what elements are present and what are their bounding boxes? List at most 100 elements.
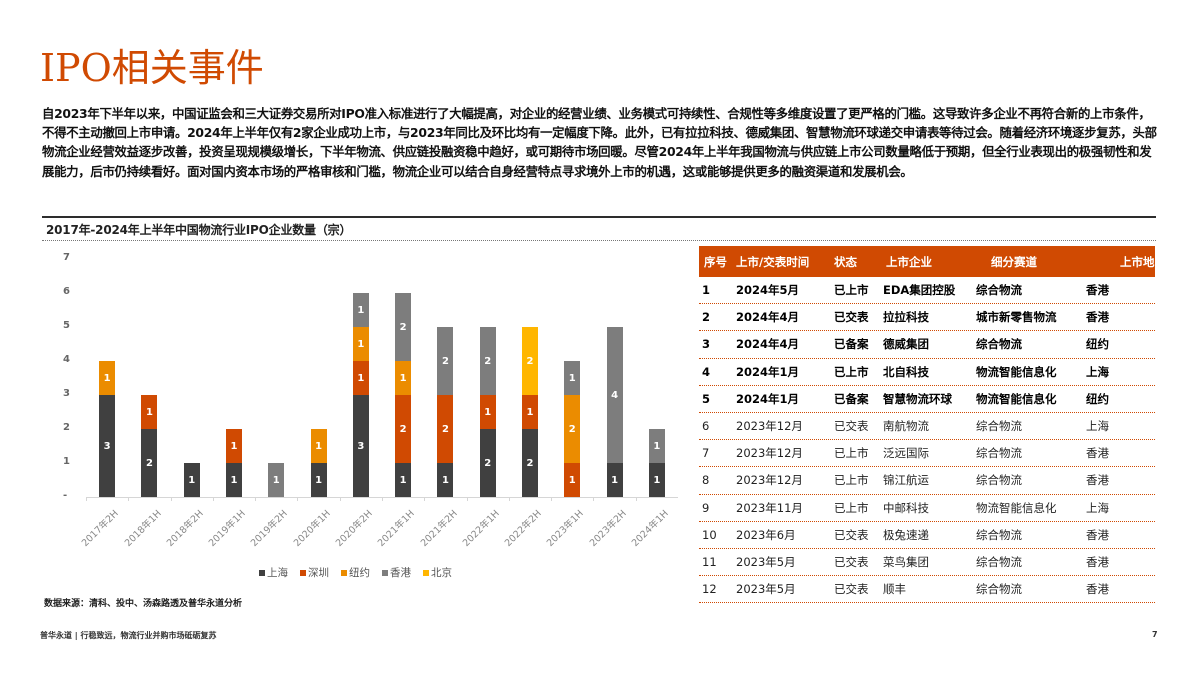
footer-text: 普华永道 | 行稳致远，物流行业并购市场砥砺复苏	[40, 631, 217, 640]
cell-no: 4	[702, 364, 711, 379]
cell-no: 9	[702, 500, 710, 515]
x-tick-mark	[551, 497, 553, 501]
legend-item: 北京	[423, 565, 452, 580]
cell-no: 5	[702, 391, 711, 406]
x-tick-label: 2020年1H	[291, 508, 333, 550]
cell-no: 7	[702, 446, 710, 461]
x-tick-label: 2022年2H	[502, 508, 544, 550]
cell-venue: 香港	[1086, 446, 1109, 461]
cell-no: 6	[702, 419, 710, 434]
cell-venue: 香港	[1086, 554, 1109, 569]
bar-segment: 2	[564, 395, 581, 463]
cell-venue: 香港	[1086, 473, 1109, 488]
cell-date: 2023年5月	[736, 554, 796, 569]
cell-company: 锦江航运	[883, 473, 929, 488]
cell-date: 2023年12月	[736, 419, 803, 434]
x-tick-mark	[297, 497, 299, 501]
cell-status: 已备案	[834, 391, 869, 406]
legend-swatch-icon	[382, 569, 388, 576]
bar-segment: 1	[352, 361, 369, 395]
cell-segment: 物流智能信息化	[976, 364, 1057, 379]
bar-segment: 4	[606, 327, 623, 463]
cell-date: 2024年4月	[736, 310, 800, 325]
cell-company: EDA集团控股	[883, 283, 956, 298]
bar-segment: 2	[395, 293, 412, 361]
bar-segment: 1	[648, 463, 665, 497]
cell-date: 2023年5月	[736, 582, 796, 597]
bar-segment: 2	[522, 327, 538, 395]
x-tick-label: 2023年1H	[545, 508, 587, 550]
y-tick-label: 1	[63, 456, 70, 467]
bar-segment: 2	[437, 395, 454, 463]
bar-segment: 1	[606, 463, 623, 497]
cell-company: 极兔速递	[883, 527, 929, 542]
x-tick-label: 2018年1H	[122, 508, 164, 550]
cell-company: 智慧物流环球	[883, 391, 952, 406]
x-tick-mark	[86, 497, 87, 501]
bar-segment: 1	[395, 463, 412, 497]
column-header: 状态	[834, 254, 857, 269]
cell-company: 顺丰	[883, 582, 906, 597]
cell-segment: 综合物流	[976, 419, 1022, 434]
x-tick-label: 2018年2H	[164, 508, 206, 550]
page-number: 7	[1152, 630, 1158, 639]
cell-segment: 综合物流	[976, 337, 1022, 352]
cell-no: 3	[702, 337, 711, 352]
x-tick-label: 2021年2H	[418, 508, 460, 550]
y-tick-label: 5	[63, 320, 70, 331]
legend-swatch-icon	[341, 569, 347, 576]
cell-status: 已备案	[834, 337, 869, 352]
bar-segment: 1	[352, 293, 369, 327]
cell-status: 已上市	[834, 283, 869, 298]
table-row: 12 2023年5月 已交表 顺丰 综合物流 香港	[699, 576, 1155, 604]
cell-no: 11	[702, 554, 717, 569]
bar-segment: 1	[226, 429, 242, 463]
bar-segment: 3	[99, 395, 116, 497]
bar-segment: 1	[310, 429, 327, 463]
bar-segment: 1	[226, 463, 242, 497]
cell-segment: 物流智能信息化	[976, 500, 1057, 515]
cell-no: 2	[702, 310, 711, 325]
cell-no: 12	[702, 582, 717, 597]
table-row: 6 2023年12月 已交表 南航物流 综合物流 上海	[699, 413, 1155, 441]
table-header: 序号 上市/交表时间 状态 上市企业 细分赛道 上市地	[699, 246, 1155, 277]
bar-segment: 1	[268, 463, 285, 497]
cell-date: 2024年5月	[736, 283, 800, 298]
legend-label: 香港	[390, 567, 411, 579]
x-tick-mark	[508, 497, 510, 501]
x-tick-mark	[255, 497, 257, 501]
x-tick-mark	[635, 497, 637, 501]
bar-segment: 1	[352, 327, 369, 361]
cell-date: 2023年12月	[736, 446, 803, 461]
table-row: 7 2023年12月 已上市 泛远国际 综合物流 香港	[699, 440, 1155, 468]
x-tick-mark	[128, 497, 130, 501]
cell-company: 拉拉科技	[883, 310, 929, 325]
cell-venue: 上海	[1086, 364, 1109, 379]
bar-segment: 1	[310, 463, 327, 497]
y-tick-label: -	[63, 490, 68, 501]
table-row: 3 2024年4月 已备案 德威集团 综合物流 纽约	[699, 331, 1155, 359]
x-tick-mark	[170, 497, 172, 501]
intro-paragraph: 自2023年下半年以来，中国证监会和三大证券交易所对IPO准入标准进行了大幅提高…	[42, 106, 1157, 179]
cell-date: 2023年12月	[736, 473, 803, 488]
cell-venue: 纽约	[1086, 337, 1109, 352]
y-tick-label: 2	[63, 422, 70, 433]
bar-segment: 1	[479, 395, 496, 429]
dotted-divider	[42, 240, 1156, 241]
y-tick-label: 6	[63, 286, 70, 297]
x-tick-label: 2024年1H	[629, 508, 671, 550]
x-tick-mark	[466, 497, 468, 501]
legend-item: 纽约	[341, 565, 370, 580]
legend-item: 香港	[382, 565, 411, 580]
legend-swatch-icon	[300, 569, 306, 576]
cell-venue: 纽约	[1086, 391, 1109, 406]
cell-venue: 香港	[1086, 310, 1109, 325]
